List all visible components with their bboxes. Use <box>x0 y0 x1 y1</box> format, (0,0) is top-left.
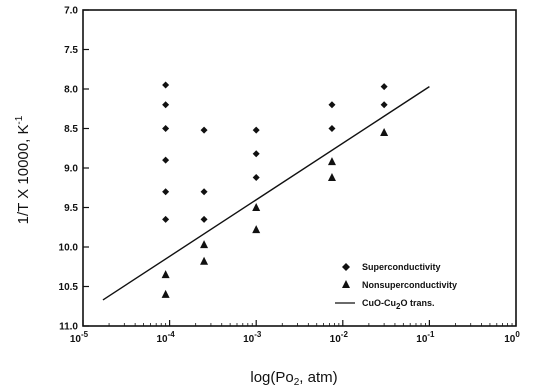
y-tick-label: 10.0 <box>59 243 79 254</box>
y-tick-label: 8.0 <box>64 85 78 96</box>
y-tick-label: 9.0 <box>64 164 78 175</box>
nonsuperconductivity-point <box>200 256 209 265</box>
superconductivity-point <box>252 150 260 158</box>
y-tick-label: 7.5 <box>64 45 78 56</box>
legend-marker-superconductivity <box>342 263 350 271</box>
y-axis-title: 1/T X 10000, K-1 <box>14 115 32 224</box>
nonsuperconductivity-point <box>252 225 261 234</box>
superconductivity-point <box>252 126 260 134</box>
superconductivity-point <box>200 215 208 223</box>
nonsuperconductivity-point <box>200 240 209 249</box>
legend-label-nonsuperconductivity: Nonsuperconductivity <box>362 280 457 290</box>
x-tick-label: 10-2 <box>330 330 349 345</box>
x-tick-label: 10-5 <box>70 330 89 345</box>
y-tick-label: 7.0 <box>64 6 78 17</box>
superconductivity-point <box>162 81 170 89</box>
nonsuperconductivity-point <box>327 157 336 166</box>
legend-label-transition-line: CuO-Cu2O trans. <box>362 298 434 311</box>
superconductivity-point <box>162 156 170 164</box>
x-tick-label: 100 <box>504 330 520 345</box>
y-tick-label: 11.0 <box>59 322 78 333</box>
nonsuperconductivity-point <box>380 127 389 136</box>
y-tick-label: 10.5 <box>59 282 79 293</box>
legend: Superconductivity Nonsuperconductivity C… <box>335 262 457 311</box>
legend-label-superconductivity: Superconductivity <box>362 262 441 272</box>
plot-frame <box>82 9 517 327</box>
superconductivity-point <box>162 101 170 109</box>
x-tick-label: 10-1 <box>416 330 435 345</box>
x-tick-label: 10-3 <box>243 330 262 345</box>
nonsuperconductivity-point <box>327 172 336 181</box>
nonsuperconductivity-point <box>161 289 170 298</box>
superconductivity-point <box>328 101 336 109</box>
superconductivity-point <box>200 188 208 196</box>
nonsuperconductivity-point <box>161 270 170 279</box>
superconductivity-point <box>200 126 208 134</box>
nonsuperconductivity-point <box>252 203 261 211</box>
y-tick-label: 9.5 <box>64 203 78 214</box>
legend-marker-nonsuperconductivity <box>342 280 350 288</box>
superconductivity-point <box>252 173 260 181</box>
superconductivity-point <box>328 125 336 132</box>
superconductivity-point <box>162 188 170 196</box>
superconductivity-point <box>162 125 170 132</box>
x-tick-label: 10-4 <box>156 330 175 345</box>
plot-area: 7.0 7.5 8.0 8.5 9.0 9.5 10.0 10.5 11.010-5 10-4 10… <box>59 6 521 346</box>
superconductivity-point <box>162 215 170 223</box>
x-axis-title: log(Po2, atm) <box>250 369 337 388</box>
y-tick-label: 8.5 <box>64 124 78 135</box>
transition-line <box>102 86 430 301</box>
superconductivity-point <box>380 101 388 109</box>
superconductivity-point <box>380 83 388 91</box>
